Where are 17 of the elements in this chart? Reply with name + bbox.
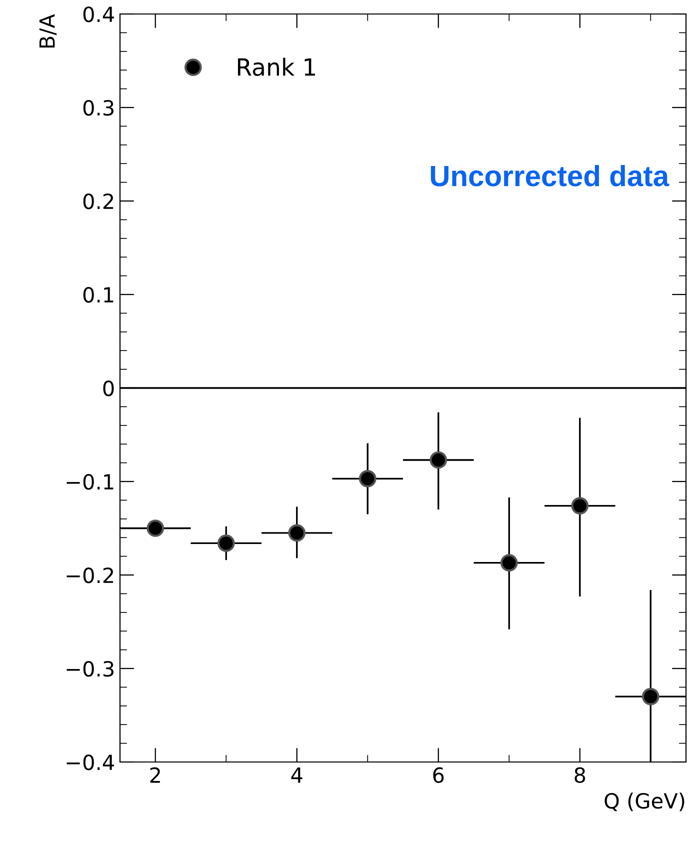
annotation: Uncorrected data (430, 164, 670, 186)
y-tick-label: −0.1 (66, 474, 114, 490)
x-tick-label: 4 (291, 768, 302, 783)
y-axis-title: B/A (39, 14, 57, 48)
x-tick-label: 2 (150, 767, 160, 783)
y-tick-label: 0 (103, 380, 114, 396)
legend-label: Rank 1 (238, 58, 315, 76)
x-tick-label: 6 (433, 767, 444, 783)
y-tick-label: 0.4 (83, 6, 114, 22)
x-axis-title: Q (GeV) (604, 792, 684, 812)
y-tick-label: 0.2 (83, 193, 114, 210)
y-tick-label: −0.4 (66, 754, 114, 770)
y-tick-label: −0.3 (66, 660, 114, 677)
y-tick-label: 0.3 (83, 100, 114, 116)
y-tick-label: −0.2 (66, 567, 114, 584)
x-tick-label: 8 (574, 767, 586, 783)
y-tick-label: 0.1 (83, 286, 114, 303)
